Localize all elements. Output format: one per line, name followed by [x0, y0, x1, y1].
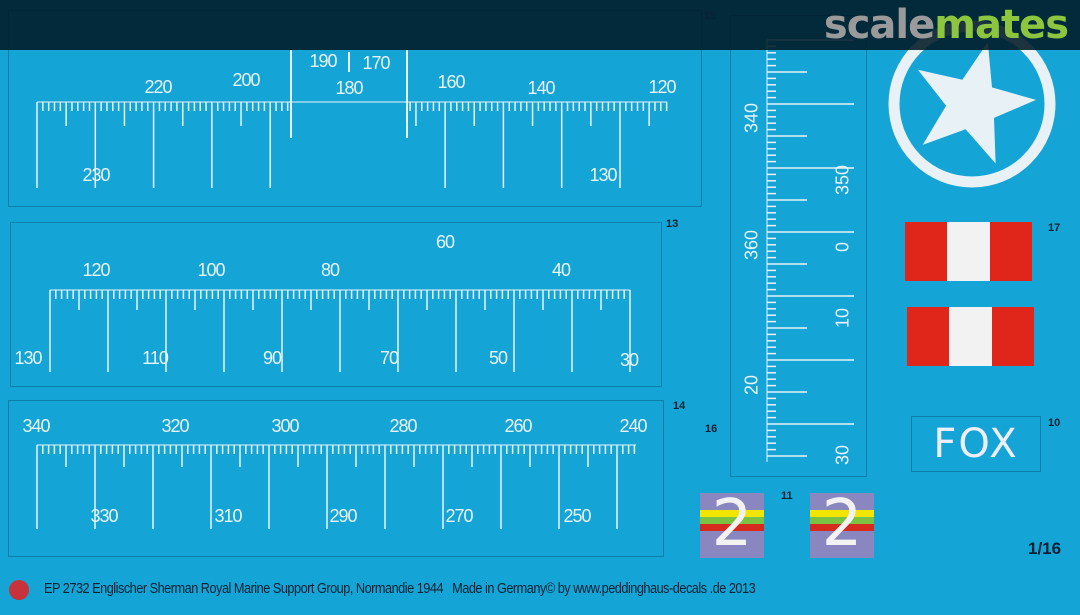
scale-label: 120	[648, 77, 676, 97]
item-number: 16	[705, 423, 718, 435]
peddinghaus-logo-icon	[9, 580, 29, 600]
formation-sign-decal: 2	[700, 493, 764, 558]
formation-sign-decal: 2	[810, 493, 874, 558]
watermark-part: scale	[823, 2, 935, 48]
scale-label: 130	[589, 165, 617, 185]
item-number: 13	[666, 218, 679, 230]
scale-label: 140	[527, 78, 555, 98]
scale-label: 230	[82, 165, 110, 185]
scale-label: 330	[90, 506, 118, 526]
item-number: 10	[1048, 417, 1061, 429]
scale-label: 10	[832, 307, 853, 329]
item-number: 14	[673, 400, 686, 412]
scale-label: 160	[437, 72, 465, 92]
red-white-flag-decal	[905, 222, 1032, 281]
scale-label: 300	[271, 416, 299, 436]
scale-label: 190	[309, 51, 337, 71]
scale-label: 110	[142, 348, 169, 368]
scale-label: 240	[619, 416, 647, 436]
scale-label: 250	[563, 506, 591, 526]
item-number: 17	[1048, 222, 1061, 234]
scale-label: 70	[379, 348, 399, 368]
scale-label: 20	[741, 374, 762, 396]
scale-label: 260	[504, 416, 532, 436]
scale-label: 30	[832, 444, 853, 466]
scale-label: 40	[551, 260, 571, 280]
scale-label: 130	[14, 348, 42, 368]
item-number: 11	[781, 490, 793, 502]
badge-number: 2	[711, 493, 753, 558]
scale-label: 290	[329, 506, 357, 526]
scale-label: 270	[445, 506, 473, 526]
scale-label: 200	[232, 70, 260, 90]
watermark-part: mates	[934, 2, 1069, 48]
scale-label: 90	[262, 348, 282, 368]
scalemates-watermark: scalemates	[823, 2, 1069, 48]
scale-label: 350	[832, 164, 853, 196]
scale-label: 280	[389, 416, 417, 436]
sheet-scale: 1/16	[1028, 539, 1062, 558]
scale-label: 120	[82, 260, 110, 280]
scale-label: 80	[320, 260, 340, 280]
item-number: 15	[704, 10, 717, 22]
decal-compass-scale-middle	[10, 222, 662, 387]
scale-label: 30	[619, 350, 639, 370]
watermark-band	[0, 0, 1080, 50]
scale-label: 100	[197, 260, 225, 280]
sheet-footer-text: EP 2732 Englischer Sherman Royal Marine …	[44, 580, 756, 597]
scale-label: 340	[741, 102, 762, 134]
scale-label: 50	[488, 348, 508, 368]
scale-label: 170	[362, 53, 390, 73]
scale-label: 340	[22, 416, 50, 436]
scale-label: 0	[832, 241, 853, 253]
badge-number: 2	[821, 493, 863, 558]
scale-label: 360	[741, 229, 762, 261]
red-white-flag-decal	[907, 307, 1034, 366]
star-icon	[917, 42, 1036, 164]
scale-label: 320	[161, 416, 189, 436]
decal-compass-scale-bottom	[8, 400, 664, 557]
scale-label: 310	[214, 506, 242, 526]
scale-label: 220	[144, 77, 172, 97]
scale-label: 60	[435, 232, 455, 252]
fox-name-decal: FOX	[911, 416, 1041, 472]
scale-label: 180	[335, 78, 363, 98]
